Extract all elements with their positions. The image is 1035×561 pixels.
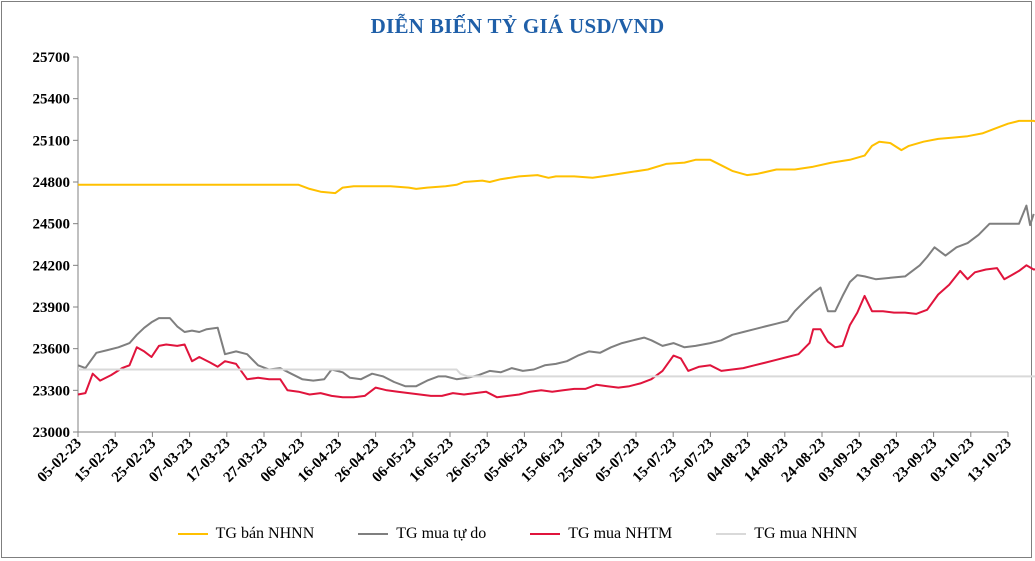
chart-axes: 23000 23300 23600 23900 24200 24500 24800 25100…	[33, 50, 1015, 486]
series-line-2	[77, 204, 1035, 388]
legend-item-4: TG mua NHNN	[716, 523, 857, 545]
chart-series	[77, 119, 1035, 399]
y-tick-label: 23000	[33, 425, 71, 441]
chart-title: DIỄN BIẾN TỶ GIÁ USD/VND	[370, 14, 665, 38]
legend-label: TG mua NHTM	[568, 525, 673, 542]
y-tick-label: 25700	[33, 50, 71, 66]
series-line-3	[77, 264, 1035, 399]
chart-legend: TG bán NHNN TG mua tự do TG mua NHTM TG mua…	[0, 523, 1035, 545]
legend-item-3: TG mua NHTM	[530, 523, 672, 545]
y-tick-label: 25400	[33, 92, 71, 108]
series-line-4	[78, 368, 1035, 378]
legend-label: TG bán NHNN	[215, 525, 315, 542]
legend-item-2: TG mua tự do	[358, 523, 486, 545]
legend-label: TG mua NHNN	[754, 525, 858, 542]
y-tick-label: 24800	[33, 175, 71, 191]
legend-item-1: TG bán NHNN	[177, 523, 315, 545]
y-tick-label: 23300	[33, 383, 71, 399]
legend-label: TG mua tự do	[396, 525, 487, 542]
legend-swatch	[716, 533, 747, 535]
y-tick-label: 24200	[33, 258, 71, 274]
series-line-1	[78, 119, 1035, 195]
y-tick-label: 23900	[33, 300, 71, 316]
y-tick-label: 24500	[33, 217, 71, 233]
legend-swatch	[177, 533, 208, 535]
legend-swatch	[358, 533, 389, 535]
y-tick-label: 23600	[33, 342, 71, 358]
legend-swatch	[530, 533, 561, 535]
y-tick-label: 25100	[33, 133, 71, 149]
